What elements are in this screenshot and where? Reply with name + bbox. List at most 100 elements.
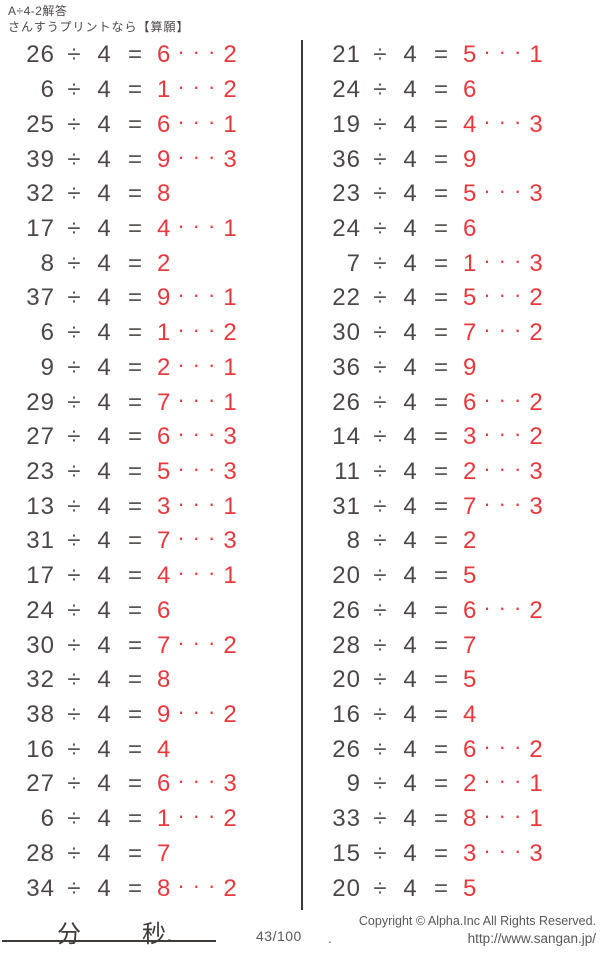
- answer-remainder: 2: [223, 41, 237, 69]
- answer: 8: [157, 180, 170, 208]
- divide-operator: ÷: [67, 249, 81, 277]
- answer-remainder: 3: [529, 249, 543, 277]
- answer: 7 ··· 1: [157, 388, 237, 417]
- problem-row: 26 ÷ 4 = 6 ··· 2: [8, 38, 300, 73]
- page-number: 43/100: [256, 928, 302, 944]
- problem-row: 21 ÷ 4 = 5 ··· 1: [314, 38, 600, 73]
- time-answer-line: [2, 940, 216, 942]
- dividend-number: 30: [26, 631, 55, 659]
- answer: 9 ··· 2: [157, 701, 237, 729]
- divide-operator: ÷: [373, 596, 387, 624]
- divide-operator: ÷: [67, 770, 81, 798]
- dividend-number: 9: [40, 353, 55, 381]
- answer-quotient: 5: [157, 457, 171, 485]
- divide-operator: ÷: [67, 353, 81, 381]
- answer-quotient: 2: [463, 770, 477, 798]
- divisor-number: 4: [97, 492, 111, 520]
- divide-operator: ÷: [67, 284, 81, 312]
- divide-operator: ÷: [373, 562, 387, 590]
- divide-operator: ÷: [373, 284, 387, 312]
- problem-row: 36 ÷ 4 = 9: [314, 350, 600, 385]
- dividend-number: 27: [26, 423, 55, 451]
- equals-sign: =: [127, 770, 142, 798]
- dividend-number: 31: [26, 527, 55, 555]
- answer-remainder: 3: [223, 527, 237, 555]
- answer: 7 ··· 3: [157, 527, 237, 555]
- answer: 2: [157, 250, 170, 278]
- answer-quotient: 8: [157, 874, 171, 902]
- problem-row: 24 ÷ 4 = 6: [8, 594, 300, 629]
- problem-row: 30 ÷ 4 = 7 ··· 2: [314, 316, 600, 351]
- dividend-number: 17: [26, 562, 55, 590]
- dividend-number: 24: [26, 596, 55, 624]
- problem-row: 27 ÷ 4 = 6 ··· 3: [8, 420, 300, 455]
- answer: 7 ··· 2: [157, 631, 237, 660]
- divisor-number: 4: [97, 631, 111, 659]
- answer-quotient: 1: [157, 805, 171, 833]
- divide-operator: ÷: [67, 76, 81, 104]
- footer-url-line: . http://www.sangan.jp/: [328, 931, 596, 947]
- divide-operator: ÷: [373, 666, 387, 694]
- divisor-number: 4: [97, 388, 111, 416]
- divisor-number: 4: [97, 596, 111, 624]
- divisor-number: 4: [403, 41, 417, 69]
- divide-operator: ÷: [67, 214, 81, 242]
- divide-operator: ÷: [67, 874, 81, 902]
- problems-column-left: 26 ÷ 4 = 6 ··· 2 6 ÷ 4 = 1 ··· 2 25 ÷ 4 …: [8, 38, 300, 906]
- equals-sign: =: [433, 180, 448, 208]
- divide-operator: ÷: [67, 423, 81, 451]
- answer-quotient: 1: [463, 249, 477, 277]
- problem-row: 28 ÷ 4 = 7: [314, 628, 600, 663]
- answer-remainder: 1: [529, 770, 543, 798]
- equals-sign: =: [433, 284, 448, 312]
- divisor-number: 4: [97, 527, 111, 555]
- answer: 5 ··· 2: [463, 284, 543, 312]
- problem-row: 9 ÷ 4 = 2 ··· 1: [314, 767, 600, 802]
- divisor-number: 4: [403, 423, 417, 451]
- problem-row: 6 ÷ 4 = 1 ··· 2: [8, 73, 300, 108]
- remainder-dots: ···: [177, 872, 224, 898]
- problem-row: 38 ÷ 4 = 9 ··· 2: [8, 698, 300, 733]
- divide-operator: ÷: [373, 770, 387, 798]
- answer-remainder: 1: [223, 353, 237, 381]
- dividend-number: 6: [40, 805, 55, 833]
- header: A÷4-2解答 さんすうプリントなら【算願】: [8, 4, 190, 36]
- page-title: A÷4-2解答: [8, 4, 68, 18]
- remainder-dots: ···: [483, 282, 530, 308]
- answer: 8 ··· 1: [463, 805, 543, 833]
- divide-operator: ÷: [67, 735, 81, 763]
- answer-quotient: 6: [463, 735, 477, 763]
- answer: 6 ··· 2: [463, 596, 543, 625]
- equals-sign: =: [433, 596, 448, 624]
- answer: 3 ··· 2: [463, 423, 543, 451]
- equals-sign: =: [433, 110, 448, 138]
- answer-remainder: 1: [223, 562, 237, 590]
- equals-sign: =: [127, 214, 142, 242]
- problem-row: 39 ÷ 4 = 9 ··· 3: [8, 142, 300, 177]
- problem-row: 26 ÷ 4 = 6 ··· 2: [314, 594, 600, 629]
- dividend-number: 28: [332, 631, 361, 659]
- equals-sign: =: [127, 527, 142, 555]
- answer-quotient: 7: [463, 319, 477, 347]
- divide-operator: ÷: [373, 41, 387, 69]
- dividend-number: 39: [26, 145, 55, 173]
- answer-quotient: 4: [463, 110, 477, 138]
- problem-row: 24 ÷ 4 = 6: [314, 212, 600, 247]
- remainder-dots: ···: [483, 39, 530, 65]
- answer-remainder: 3: [529, 110, 543, 138]
- divide-operator: ÷: [373, 701, 387, 729]
- dividend-number: 26: [332, 388, 361, 416]
- problem-row: 15 ÷ 4 = 3 ··· 3: [314, 837, 600, 872]
- answer-remainder: 1: [223, 492, 237, 520]
- answer-quotient: 7: [157, 527, 171, 555]
- answer-quotient: 5: [463, 666, 477, 694]
- equals-sign: =: [127, 284, 142, 312]
- divisor-number: 4: [97, 770, 111, 798]
- divisor-number: 4: [97, 145, 111, 173]
- equals-sign: =: [433, 353, 448, 381]
- dividend-number: 28: [26, 839, 55, 867]
- divisor-number: 4: [403, 666, 417, 694]
- remainder-dots: ···: [483, 803, 530, 829]
- divide-operator: ÷: [373, 76, 387, 104]
- problem-row: 20 ÷ 4 = 5: [314, 871, 600, 906]
